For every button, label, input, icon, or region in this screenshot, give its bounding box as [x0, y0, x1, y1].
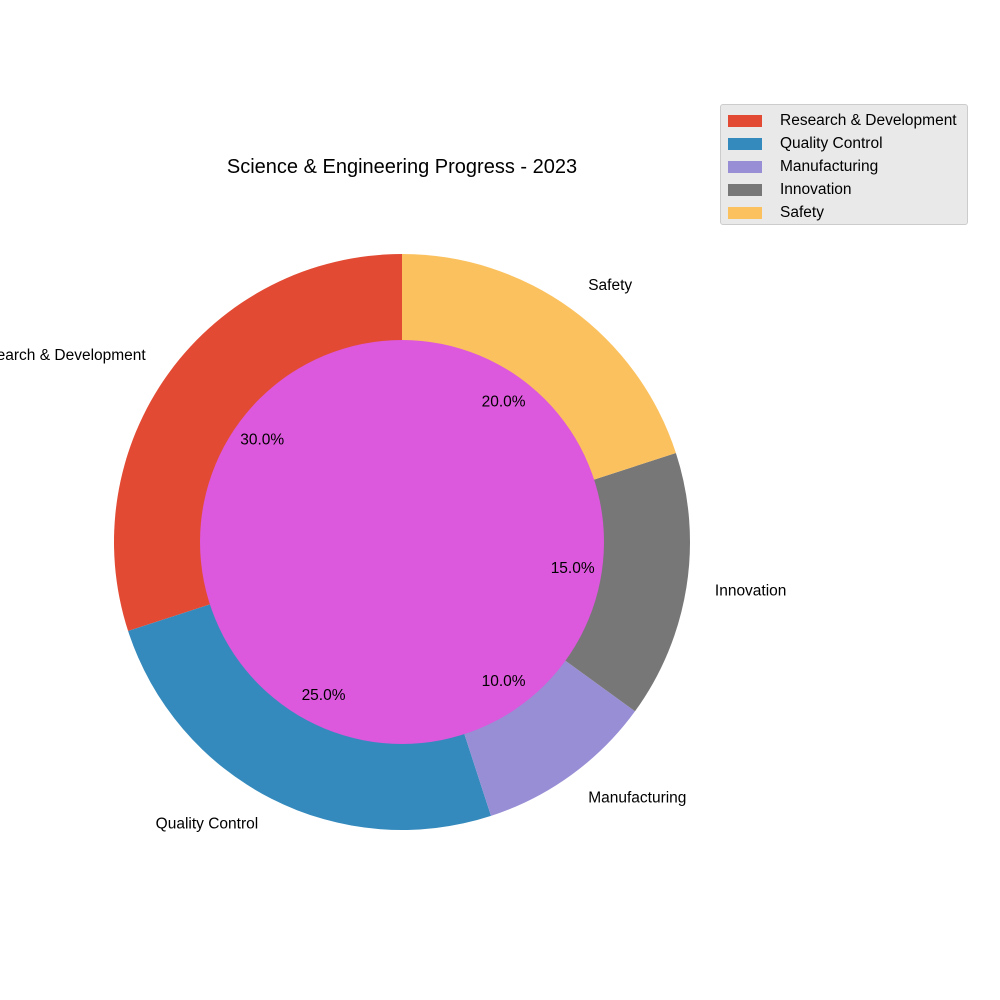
- legend-swatch-research-and-development: [728, 114, 762, 127]
- percent-label-research-and-development: 30.0%: [240, 432, 284, 449]
- legend: Research & Development Quality Control Man…: [720, 104, 968, 225]
- slice-label-manufacturing: Manufacturing: [588, 789, 686, 806]
- donut-center-circle: [200, 340, 604, 744]
- legend-label-innovation: Innovation: [780, 180, 852, 198]
- chart-title: Science & Engineering Progress - 2023: [227, 156, 577, 178]
- legend-label-quality-control: Quality Control: [780, 134, 883, 152]
- percent-label-innovation: 15.0%: [551, 560, 595, 577]
- slice-label-quality-control: Quality Control: [156, 815, 259, 832]
- labels-group: Research & Development 30.0% Quality Contr…: [0, 277, 786, 833]
- slice-label-research-and-development: Research & Development: [0, 347, 146, 364]
- legend-item-innovation: Innovation: [721, 178, 967, 201]
- legend-item-safety: Safety: [721, 201, 967, 224]
- legend-swatch-safety: [728, 206, 762, 219]
- legend-label-research-and-development: Research & Development: [780, 111, 957, 129]
- slice-label-safety: Safety: [588, 277, 632, 294]
- legend-swatch-manufacturing: [728, 160, 762, 173]
- percent-label-manufacturing: 10.0%: [482, 673, 526, 690]
- legend-item-quality-control: Quality Control: [721, 132, 967, 155]
- legend-swatch-quality-control: [728, 137, 762, 150]
- legend-label-safety: Safety: [780, 203, 824, 221]
- percent-label-safety: 20.0%: [482, 393, 526, 410]
- legend-label-manufacturing: Manufacturing: [780, 157, 879, 175]
- legend-swatch-innovation: [728, 183, 762, 196]
- legend-item-manufacturing: Manufacturing: [721, 155, 967, 178]
- legend-item-research-and-development: Research & Development: [721, 109, 967, 132]
- percent-label-quality-control: 25.0%: [302, 687, 346, 704]
- slice-label-innovation: Innovation: [715, 583, 787, 600]
